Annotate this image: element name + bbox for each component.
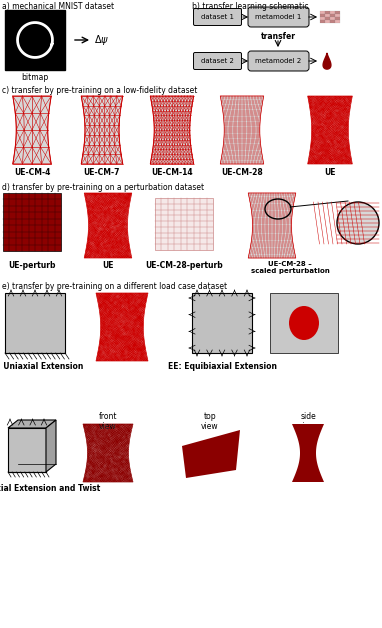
Text: a) mechanical MNIST dataset: a) mechanical MNIST dataset	[2, 2, 114, 11]
Text: 3D: Uniaxial Extension and Twist: 3D: Uniaxial Extension and Twist	[0, 484, 100, 493]
Polygon shape	[13, 96, 51, 164]
Text: metamodel 1: metamodel 1	[255, 14, 301, 20]
Text: b) transfer learning schematic: b) transfer learning schematic	[192, 2, 309, 11]
Bar	[330, 11, 335, 14]
Ellipse shape	[289, 306, 319, 340]
Text: UE: UE	[102, 261, 114, 270]
Polygon shape	[84, 193, 132, 258]
FancyBboxPatch shape	[194, 53, 241, 70]
Polygon shape	[81, 96, 123, 164]
Text: UE-CM-28-perturb: UE-CM-28-perturb	[145, 261, 223, 270]
Bar	[330, 14, 335, 17]
Bar	[5, 10, 65, 70]
Ellipse shape	[337, 202, 379, 244]
Polygon shape	[220, 96, 264, 164]
Bar	[155, 198, 213, 250]
Polygon shape	[182, 430, 240, 478]
Text: transfer: transfer	[261, 32, 296, 41]
Polygon shape	[8, 420, 56, 428]
Bar	[325, 11, 330, 14]
Polygon shape	[323, 53, 331, 69]
Text: UE: UE	[324, 168, 336, 177]
Text: UE: Uniaxial Extension: UE: Uniaxial Extension	[0, 362, 84, 371]
Bar	[320, 17, 325, 20]
Bar	[335, 17, 340, 20]
Text: $\Delta\psi$: $\Delta\psi$	[94, 33, 109, 47]
Text: UE-perturb: UE-perturb	[8, 261, 56, 270]
Bar	[325, 20, 330, 23]
Bar	[320, 14, 325, 17]
Text: UE-CM-28: UE-CM-28	[221, 168, 263, 177]
Text: c) transfer by pre-training on a low-fidelity dataset: c) transfer by pre-training on a low-fid…	[2, 86, 197, 95]
Text: top
view: top view	[201, 412, 219, 431]
Text: bitmap: bitmap	[21, 73, 49, 82]
Bar	[325, 14, 330, 17]
Bar	[335, 11, 340, 14]
Bar	[335, 20, 340, 23]
Bar	[5, 293, 65, 353]
Bar	[320, 20, 325, 23]
Polygon shape	[248, 193, 296, 258]
Text: side
view: side view	[299, 412, 317, 431]
Text: UE-CM-7: UE-CM-7	[84, 168, 120, 177]
FancyBboxPatch shape	[194, 9, 241, 26]
Polygon shape	[8, 428, 46, 472]
FancyBboxPatch shape	[248, 7, 309, 27]
Polygon shape	[46, 420, 56, 472]
Polygon shape	[292, 424, 324, 482]
FancyBboxPatch shape	[248, 51, 309, 71]
Text: dataset 2: dataset 2	[201, 58, 234, 64]
Bar	[330, 17, 335, 20]
Bar	[335, 14, 340, 17]
Bar	[330, 20, 335, 23]
Text: EE: Equibiaxial Extension: EE: Equibiaxial Extension	[167, 362, 277, 371]
Text: metamodel 2: metamodel 2	[255, 58, 301, 64]
Text: d) transfer by pre-training on a perturbation dataset: d) transfer by pre-training on a perturb…	[2, 183, 204, 192]
Text: UE-CM-4: UE-CM-4	[14, 168, 50, 177]
Polygon shape	[308, 96, 352, 164]
Polygon shape	[83, 424, 133, 482]
Bar	[325, 17, 330, 20]
Bar	[192, 293, 252, 353]
Bar	[270, 293, 338, 353]
Bar	[3, 193, 61, 251]
Text: UE-CM-28 –
scaled perturbation: UE-CM-28 – scaled perturbation	[251, 261, 329, 274]
Polygon shape	[150, 96, 194, 164]
Polygon shape	[96, 293, 148, 361]
Bar	[320, 11, 325, 14]
Text: front
view: front view	[99, 412, 117, 431]
Text: e) transfer by pre-training on a different load case dataset: e) transfer by pre-training on a differe…	[2, 282, 227, 291]
Text: dataset 1: dataset 1	[201, 14, 234, 20]
Text: UE-CM-14: UE-CM-14	[151, 168, 193, 177]
